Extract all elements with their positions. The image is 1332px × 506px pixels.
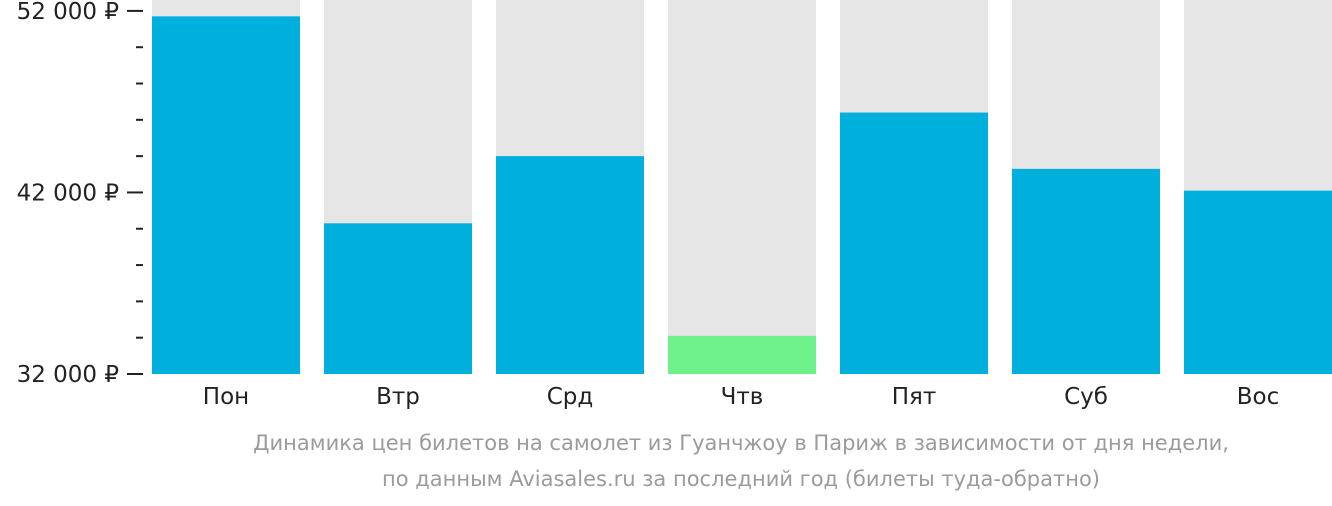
bar-5[interactable] — [1012, 168, 1160, 374]
x-tick-label: Суб — [1064, 384, 1108, 410]
x-tick-label: Срд — [547, 384, 594, 410]
bar-track-3 — [668, 0, 816, 374]
bar-3[interactable] — [668, 335, 816, 374]
y-tick-label: 32 000 ₽ — [17, 362, 119, 388]
x-tick-label: Пят — [892, 384, 937, 410]
bar-4[interactable] — [840, 112, 988, 374]
bar-1[interactable] — [324, 223, 472, 374]
x-tick-label: Чтв — [721, 384, 764, 410]
bar-6[interactable] — [1184, 190, 1332, 374]
bar-2[interactable] — [496, 156, 644, 374]
y-tick-label: 52 000 ₽ — [17, 0, 119, 25]
bars — [152, 16, 1332, 374]
chart-caption-line-1: Динамика цен билетов на самолет из Гуанч… — [253, 431, 1229, 455]
x-axis: Пон Втр Срд Чтв Пят Суб Вос — [203, 384, 1279, 410]
x-tick-label: Втр — [376, 384, 420, 410]
x-tick-label: Пон — [203, 384, 249, 410]
bar-0[interactable] — [152, 16, 300, 374]
chart-caption-line-2: по данным Aviasales.ru за последний год … — [382, 467, 1100, 491]
y-tick-label: 42 000 ₽ — [17, 180, 119, 206]
x-tick-label: Вос — [1237, 384, 1280, 410]
y-axis: 32 000 ₽ 42 000 ₽ 52 000 ₽ — [17, 0, 143, 388]
